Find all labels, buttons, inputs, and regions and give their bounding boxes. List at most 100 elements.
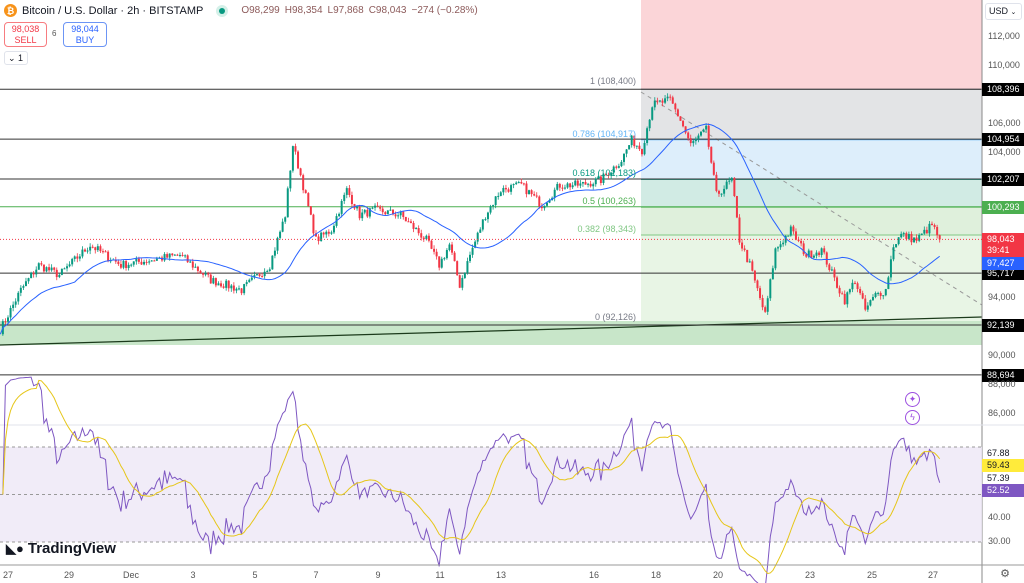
currency-select[interactable]: USD ⌄ — [985, 3, 1022, 20]
candle-body — [96, 246, 99, 251]
indicators-collapse-button[interactable]: ⌄ 1 — [4, 51, 28, 65]
candle-body — [741, 242, 744, 249]
candle-body — [415, 228, 418, 230]
candle — [525, 181, 528, 198]
candle-body — [101, 251, 104, 253]
candle-body — [404, 216, 407, 222]
candle-body — [581, 181, 584, 184]
candle — [848, 288, 851, 295]
candle-body — [299, 168, 302, 176]
candle — [705, 123, 708, 133]
candle — [420, 229, 423, 241]
candle — [415, 227, 418, 230]
rsi-tick: 40.00 — [988, 512, 1011, 523]
sell-button[interactable]: 98,038 SELL — [4, 22, 47, 47]
ohlc-high: H98,354 — [284, 5, 323, 16]
buy-button[interactable]: 98,044 BUY — [63, 22, 107, 47]
candle-body — [469, 254, 471, 262]
candle — [263, 268, 266, 279]
candle-body — [153, 260, 156, 262]
candle-body — [125, 261, 128, 269]
candle-body — [107, 251, 110, 261]
candle-body — [456, 261, 459, 276]
candle-body — [579, 183, 582, 186]
lightning-icon[interactable]: ϟ — [905, 410, 920, 425]
symbol-title[interactable]: Bitcoin / U.S. Dollar · 2h · BITSTAMP — [22, 4, 204, 17]
candle — [502, 185, 505, 196]
candle — [515, 181, 518, 185]
candle — [19, 285, 22, 297]
candle — [612, 165, 615, 176]
candle — [874, 291, 877, 299]
candle-body — [633, 135, 636, 147]
candle — [17, 291, 20, 305]
candle-body — [178, 254, 181, 256]
candle-body — [212, 278, 215, 284]
candle-body — [843, 293, 846, 305]
candle — [592, 182, 595, 190]
candle — [633, 135, 636, 149]
candle-body — [841, 293, 844, 295]
candle-body — [820, 248, 823, 256]
candle-body — [327, 231, 330, 234]
candle — [694, 136, 697, 145]
candle — [710, 146, 713, 164]
candle-body — [895, 244, 898, 248]
ohlc-open: O98,299 — [241, 5, 280, 16]
candle — [538, 195, 541, 209]
candle-body — [227, 280, 230, 289]
candle — [504, 184, 507, 193]
candle-body — [412, 222, 415, 229]
candle — [859, 286, 862, 296]
candle — [273, 247, 276, 259]
candle — [864, 295, 867, 312]
candle — [579, 180, 582, 189]
candle-body — [535, 195, 538, 197]
candle — [812, 254, 815, 259]
candle — [268, 267, 271, 272]
candle-body — [766, 298, 769, 312]
candle — [643, 140, 646, 156]
candle-body — [507, 189, 510, 192]
settings-icon[interactable]: ⚙ — [1000, 568, 1010, 580]
candle — [325, 230, 328, 238]
candle-body — [17, 292, 20, 302]
candle-body — [248, 279, 251, 283]
candle — [697, 133, 700, 143]
ohlc-close: C98,043 — [368, 5, 407, 16]
candle — [597, 175, 600, 179]
candle — [404, 216, 407, 222]
ohlc-low: L97,868 — [327, 5, 364, 16]
candle — [312, 213, 315, 237]
currency-label: USD — [989, 6, 1009, 16]
candle — [453, 251, 456, 262]
candle — [630, 134, 633, 148]
candle-body — [89, 246, 92, 251]
candle — [730, 177, 733, 183]
candle-body — [84, 249, 86, 252]
add-alert-icon[interactable]: ✦ — [905, 392, 920, 407]
candle — [653, 97, 656, 111]
candle-body — [261, 276, 264, 278]
tradingview-logo[interactable]: ◣● TradingView — [6, 540, 116, 557]
candle-body — [771, 268, 774, 280]
candle-body — [381, 208, 384, 213]
candle — [189, 260, 192, 263]
candle — [50, 264, 53, 272]
candle-body — [830, 269, 833, 271]
candle-body — [204, 273, 207, 275]
candle-body — [643, 143, 646, 155]
candle — [253, 271, 256, 280]
candle — [371, 206, 374, 210]
candle — [615, 165, 618, 170]
candle — [217, 281, 220, 286]
candle-body — [728, 180, 731, 182]
candle — [815, 250, 818, 259]
rsi-value-tag: 57.39 — [987, 473, 1010, 483]
candle-body — [220, 283, 223, 287]
candle — [476, 231, 479, 245]
candle — [746, 249, 749, 263]
candle-body — [386, 210, 389, 215]
candle — [753, 269, 756, 283]
